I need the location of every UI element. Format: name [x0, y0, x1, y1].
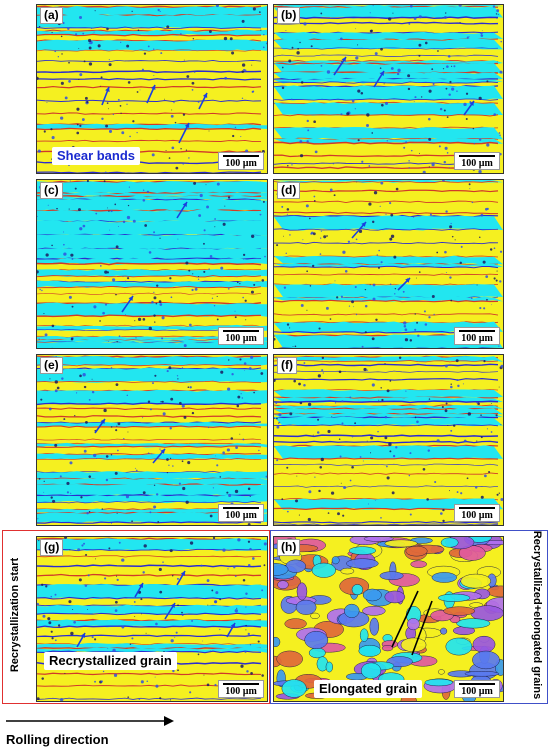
panel-label-d: (d): [277, 182, 301, 199]
scale-bar-c: 100 µm: [218, 327, 264, 345]
panel-h: (h) 100 µm: [273, 536, 504, 702]
panel-b: (b) 100 µm: [273, 4, 504, 174]
scale-bar-g: 100 µm: [218, 680, 264, 698]
scale-bar-h: 100 µm: [454, 680, 500, 698]
panel-label-g: (g): [40, 539, 64, 556]
panel-label-h: (h): [277, 539, 301, 556]
panel-label-c: (c): [40, 182, 63, 199]
rolling-direction-label: Rolling direction: [6, 732, 109, 747]
panel-f: (f) 100 µm: [273, 354, 504, 526]
micrograph-a: [37, 5, 267, 173]
panel-label-f: (f): [277, 357, 297, 374]
micrograph-h: [274, 537, 503, 701]
panel-label-b: (b): [277, 7, 301, 24]
micrograph-e: [37, 355, 267, 525]
micrograph-c: [37, 180, 267, 348]
panel-d: (d) 100 µm: [273, 179, 504, 349]
scale-bar-b: 100 µm: [454, 152, 500, 170]
panel-c: (c) 100 µm: [36, 179, 268, 349]
recrystallized-elongated-label: Recrystallized+elongated grains: [531, 530, 543, 700]
scale-bar-f: 100 µm: [454, 504, 500, 522]
micrograph-g: [37, 537, 267, 701]
micrograph-f: [274, 355, 503, 525]
scale-bar-a: 100 µm: [218, 152, 264, 170]
frame-g: [2, 530, 270, 704]
micrograph-b: [274, 5, 503, 173]
frame-h: [270, 530, 548, 704]
rolling-direction-arrow-icon: [6, 716, 174, 726]
panel-g: (g) 100 µm: [36, 536, 268, 702]
recrystallized-grain-callout: Recrystallized grain: [44, 652, 177, 670]
panel-e: (e) 100 µm: [36, 354, 268, 526]
panel-label-a: (a): [40, 7, 63, 24]
shear-bands-callout: Shear bands: [52, 147, 141, 165]
scale-bar-e: 100 µm: [218, 504, 264, 522]
scale-bar-d: 100 µm: [454, 327, 500, 345]
panel-label-e: (e): [40, 357, 63, 374]
micrograph-d: [274, 180, 503, 348]
elongated-grain-callout: Elongated grain: [314, 680, 423, 698]
panel-a: (a) 100 µm: [36, 4, 268, 174]
recrystallization-start-label: Recrystallization start: [9, 557, 21, 673]
